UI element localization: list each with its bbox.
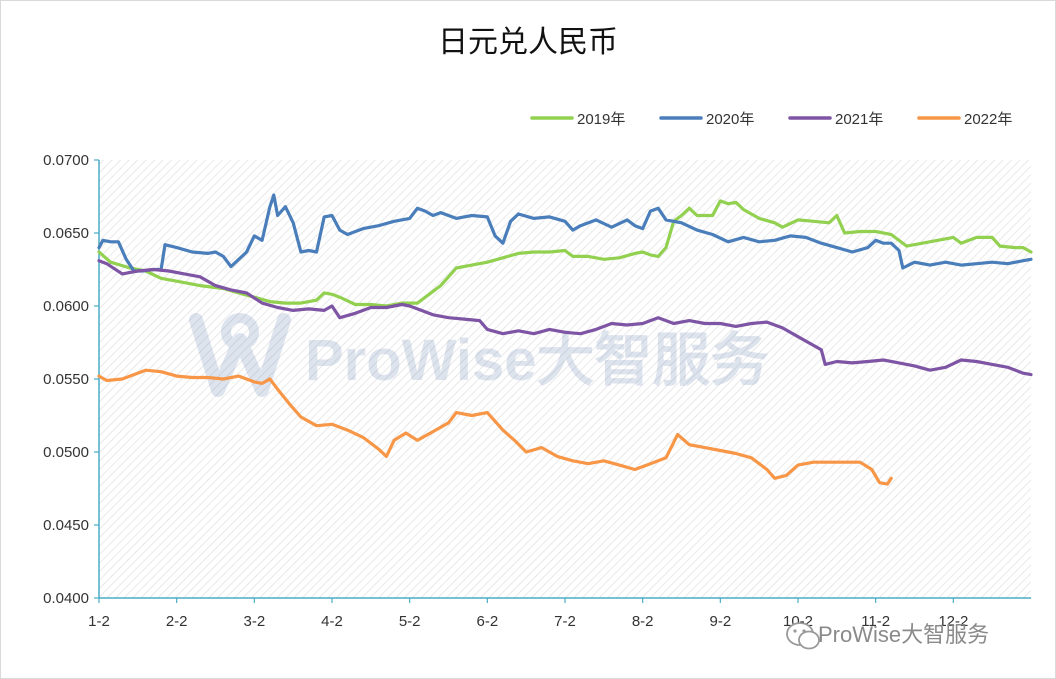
x-tick-label: 8-2	[632, 613, 654, 630]
legend-label: 2020年	[706, 111, 754, 128]
chart-title: 日元兑人民币	[438, 25, 618, 60]
watermark: ProWise大智服务	[189, 313, 769, 397]
series-group	[97, 193, 1033, 486]
y-tick-label: 0.0650	[43, 225, 89, 242]
x-tick-label: 12-2	[938, 613, 968, 630]
corner-watermark: ProWise大智服务	[786, 622, 989, 650]
legend-label: 2022年	[964, 111, 1012, 128]
x-tick-label: 4-2	[321, 613, 343, 630]
legend-label: 2021年	[835, 111, 883, 128]
x-tick-label: 3-2	[243, 613, 265, 630]
series-line-1	[97, 199, 1033, 308]
y-tick-label: 0.0700	[43, 152, 89, 169]
series-line-4	[97, 368, 893, 486]
legend-label: 2019年	[577, 111, 625, 128]
x-tick-label: 9-2	[709, 613, 731, 630]
series-line-3	[97, 259, 1033, 377]
x-tick-label: 1-2	[88, 613, 110, 630]
y-axis: 0.0700 0.0650 0.0600 0.0550 0.0500 0.0450 0.04…	[43, 152, 100, 607]
y-tick-label: 0.0500	[43, 444, 89, 461]
corner-watermark-text: ProWise大智服务	[818, 622, 989, 647]
watermark-text: ProWise大智服务	[305, 328, 769, 393]
x-tick-label: 7-2	[554, 613, 576, 630]
x-tick-label: 11-2	[861, 613, 890, 630]
y-tick-label: 0.0450	[43, 517, 89, 534]
series-line-2	[97, 193, 1033, 273]
legend: 2019年 2020年 2021年 2022年	[530, 111, 1012, 128]
x-tick-label: 6-2	[476, 613, 498, 630]
y-tick-label: 0.0550	[43, 371, 89, 388]
x-tick-label: 2-2	[166, 613, 188, 630]
y-tick-label: 0.0600	[43, 298, 89, 315]
x-tick-label: 5-2	[399, 613, 421, 630]
watermark-logo-icon	[189, 313, 291, 397]
y-tick-label: 0.0400	[43, 590, 89, 607]
wechat-icon	[786, 622, 820, 650]
